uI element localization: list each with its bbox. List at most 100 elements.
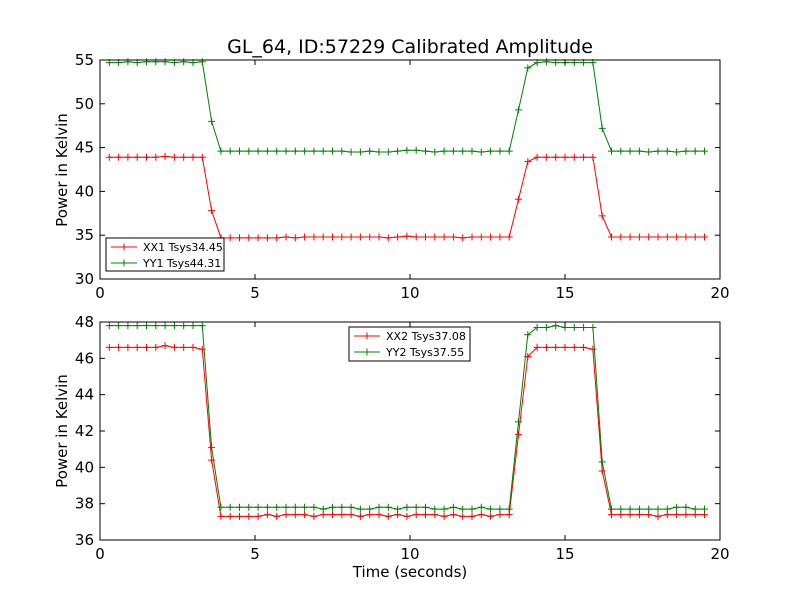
data-point (356, 148, 364, 156)
data-point (626, 505, 634, 513)
data-point (356, 505, 364, 513)
data-point (691, 233, 699, 241)
data-point (124, 153, 132, 161)
data-point (115, 343, 123, 351)
data-point (217, 147, 225, 155)
data-point (533, 153, 541, 161)
data-point (375, 233, 383, 241)
data-point (682, 147, 690, 155)
data-point (496, 505, 504, 513)
data-point (496, 147, 504, 155)
data-point (431, 233, 439, 241)
y-tick-label: 55 (75, 51, 94, 69)
data-point (375, 148, 383, 156)
data-point (310, 512, 318, 520)
data-point (440, 147, 448, 155)
data-point (673, 233, 681, 241)
data-point (617, 233, 625, 241)
data-point (394, 505, 402, 513)
x-tick-label: 5 (250, 545, 260, 563)
legend-label: YY2 Tsys37.55 (385, 346, 464, 359)
figure-title: GL_64, ID:57229 Calibrated Amplitude (227, 36, 593, 58)
legend: XX2 Tsys37.08 YY2 Tsys37.55 (348, 326, 471, 362)
data-point (645, 505, 653, 513)
data-point (608, 505, 615, 513)
data-point (403, 512, 411, 520)
data-point (282, 503, 290, 511)
data-point (273, 512, 281, 520)
data-point (673, 148, 681, 156)
data-point (105, 322, 113, 330)
data-point (180, 153, 188, 161)
data-point (468, 505, 476, 513)
y-tick-label: 30 (75, 270, 94, 288)
data-point (561, 343, 569, 351)
data-point (673, 511, 681, 519)
series-1 (105, 342, 708, 520)
data-point (626, 147, 634, 155)
data-point (654, 147, 662, 155)
x-tick-label: 10 (400, 545, 419, 563)
x-tick-label: 0 (95, 284, 105, 302)
legend-marker (363, 332, 371, 340)
data-point (124, 322, 132, 330)
data-point (682, 233, 690, 241)
data-point (161, 58, 169, 66)
legend: XX1 Tsys34.45 YY1 Tsys44.31 (105, 237, 225, 272)
top-chart: 0 5 10 15 20 30 35 40 45 50 55 Power in Kelvin XX1 T… (53, 51, 730, 302)
data-point (487, 505, 495, 513)
data-point (598, 458, 606, 466)
data-point (329, 233, 336, 241)
x-tick-label: 5 (250, 284, 260, 302)
data-point (422, 511, 429, 519)
data-point (282, 233, 290, 241)
data-point (208, 207, 216, 215)
data-point (580, 153, 588, 161)
data-point (301, 233, 309, 241)
data-point (133, 343, 141, 351)
data-point (505, 147, 513, 155)
data-point (701, 505, 708, 513)
data-point (431, 148, 439, 156)
data-point (189, 322, 197, 330)
data-point (338, 511, 346, 519)
data-point (384, 234, 392, 242)
data-point (236, 147, 243, 155)
y-axis-label: Power in Kelvin (53, 374, 71, 488)
data-point (356, 233, 364, 241)
data-point (254, 234, 262, 242)
data-point (561, 153, 569, 161)
data-point (477, 148, 485, 156)
data-point (468, 233, 476, 241)
y-tick-label: 45 (75, 139, 94, 157)
data-point (143, 58, 150, 66)
x-tick-label: 15 (555, 284, 574, 302)
data-point (319, 505, 327, 513)
data-point (412, 511, 420, 519)
data-point (617, 505, 625, 513)
data-point (459, 234, 467, 242)
data-point (440, 505, 448, 513)
data-point (226, 147, 234, 155)
legend-label: YY1 Tsys44.31 (142, 257, 221, 270)
data-point (608, 233, 615, 241)
data-point (663, 147, 671, 155)
data-point (663, 505, 671, 513)
data-point (319, 233, 327, 241)
data-point (347, 503, 355, 511)
data-point (198, 322, 206, 330)
data-point (617, 147, 625, 155)
data-point (115, 322, 123, 330)
data-point (329, 147, 336, 155)
data-point (208, 117, 216, 125)
data-point (403, 146, 411, 154)
bottom-chart: 0 5 10 15 20 36 38 40 42 44 46 48 Power in Kelvin Tim… (53, 313, 730, 581)
data-point (152, 58, 160, 66)
data-point (552, 153, 560, 161)
data-point (477, 233, 485, 241)
data-point (477, 511, 485, 519)
data-point (440, 512, 448, 520)
data-point (542, 153, 550, 161)
data-point (226, 234, 234, 242)
data-point (682, 503, 690, 511)
